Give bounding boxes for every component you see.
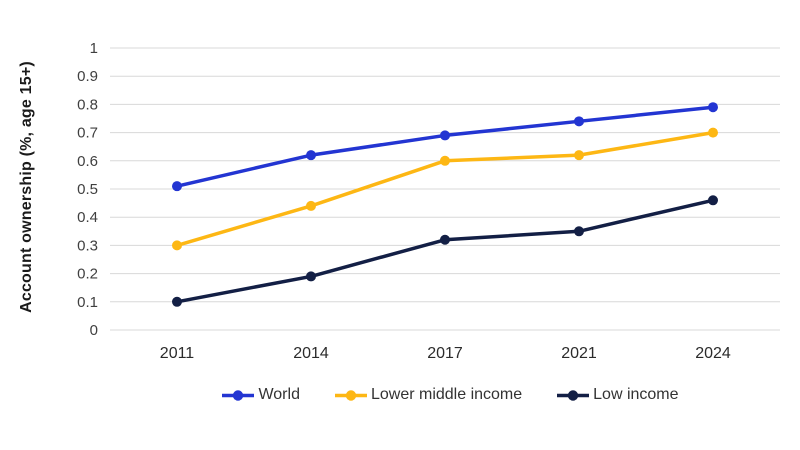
- y-tick-label: 1: [90, 40, 98, 57]
- data-point-world-2017: [440, 130, 450, 141]
- x-tick-label-2017: 2017: [427, 345, 463, 362]
- data-point-low-income-2014: [306, 271, 316, 282]
- data-point-low-income-2021: [574, 226, 584, 237]
- legend-marker-icon: [334, 389, 367, 401]
- data-point-world-2011: [172, 181, 182, 192]
- y-tick-label: 0: [90, 322, 98, 339]
- y-tick-label: 0.3: [77, 237, 98, 254]
- y-tick-label: 0.6: [77, 153, 98, 170]
- y-tick-label: 0.4: [77, 209, 98, 226]
- legend-label: Low income: [593, 386, 679, 403]
- data-point-low-income-2024: [708, 195, 718, 206]
- data-point-lower-middle-income-2017: [440, 155, 450, 166]
- data-point-world-2024: [708, 102, 718, 113]
- y-tick-label: 0.2: [77, 266, 98, 283]
- legend-label: World: [258, 386, 300, 403]
- y-tick-label: 0.7: [77, 125, 98, 142]
- legend-marker-icon: [557, 389, 590, 401]
- data-point-low-income-2017: [440, 234, 450, 245]
- x-tick-label-2021: 2021: [561, 345, 597, 362]
- legend-item-lower-middle-income: Lower middle income: [334, 386, 522, 404]
- y-tick-label: 0.5: [77, 181, 98, 198]
- legend-marker-icon: [222, 389, 255, 401]
- y-tick-label: 0.8: [77, 96, 98, 113]
- x-tick-label-2024: 2024: [695, 345, 731, 362]
- series-line-low-income: [175, 198, 715, 304]
- data-point-lower-middle-income-2021: [574, 150, 584, 161]
- data-point-lower-middle-income-2024: [708, 127, 718, 138]
- legend-item-low-income: Low income: [556, 386, 679, 404]
- y-tick-label: 0.9: [77, 68, 98, 85]
- data-point-lower-middle-income-2011: [172, 240, 182, 251]
- legend-label: Lower middle income: [370, 386, 523, 403]
- x-tick-label-2011: 2011: [160, 345, 195, 362]
- data-point-lower-middle-income-2014: [306, 200, 316, 211]
- x-tick-label-2014: 2014: [293, 345, 329, 362]
- legend-item-world: World: [221, 386, 300, 404]
- data-point-world-2021: [574, 116, 584, 127]
- y-tick-label: 0.1: [77, 294, 98, 311]
- legend: World Lower middle income Low income: [110, 386, 790, 404]
- data-point-low-income-2011: [172, 296, 182, 307]
- data-point-world-2014: [306, 150, 316, 161]
